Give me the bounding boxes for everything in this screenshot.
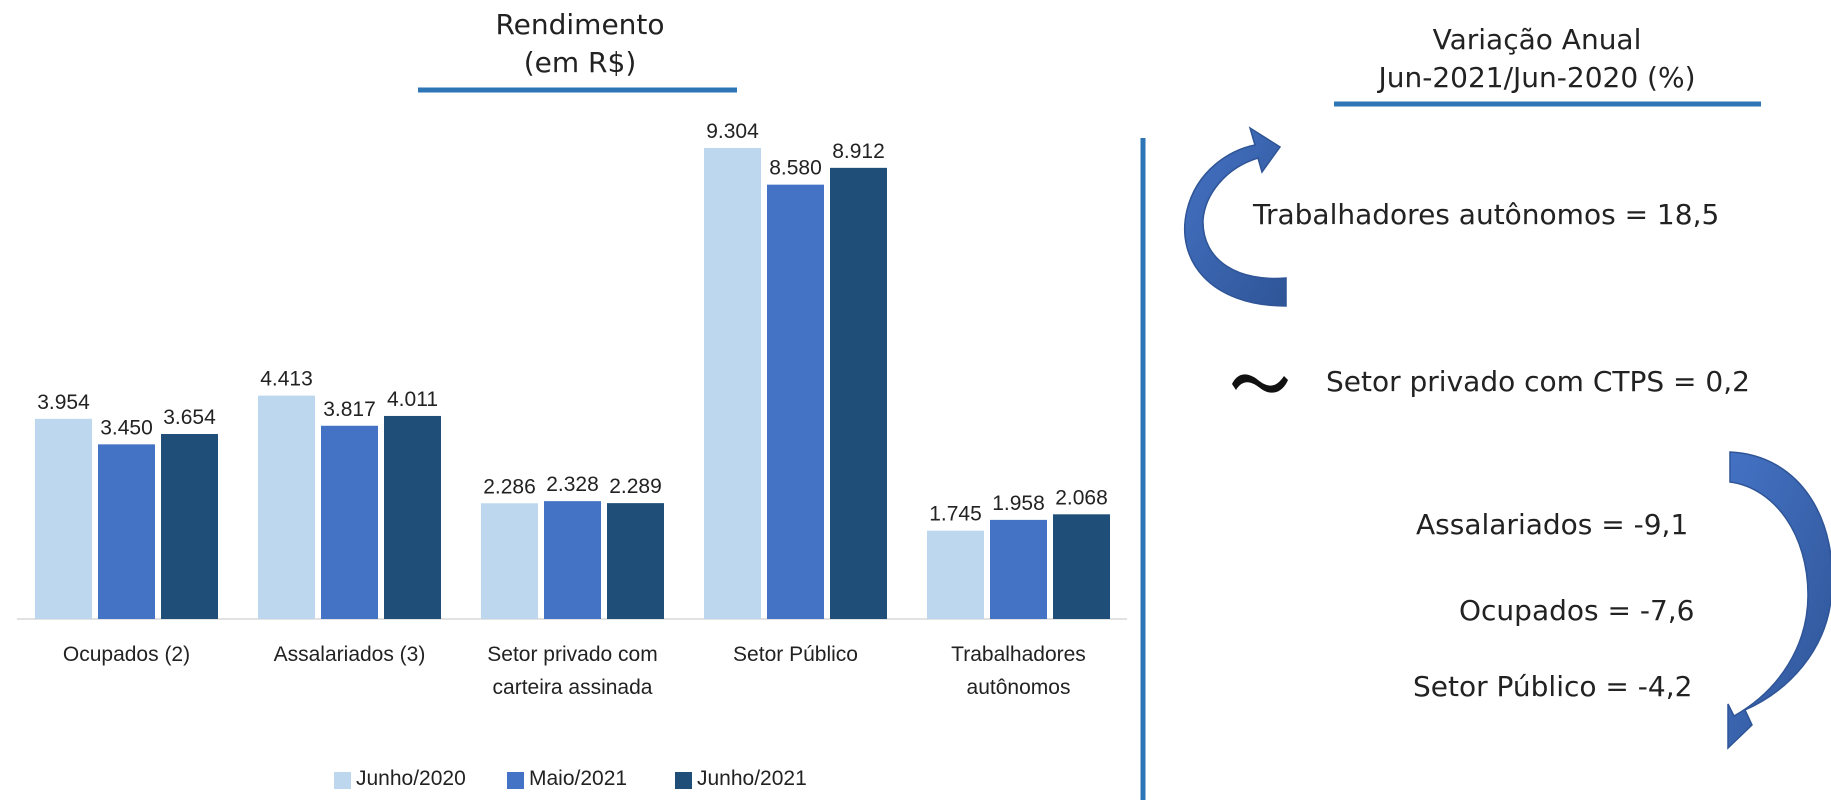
down-arrow (1727, 451, 1831, 750)
variation-item: Setor privado com CTPS = 0,2 (1326, 365, 1750, 398)
legend-swatch (334, 772, 351, 789)
bar (544, 501, 601, 619)
chart-title: Rendimento (495, 8, 665, 41)
data-label: 2.286 (483, 475, 536, 498)
bar (481, 503, 538, 619)
legend-label: Junho/2021 (697, 767, 807, 790)
data-label: 1.958 (992, 492, 1045, 515)
x-tick-label: Setor Público (733, 643, 858, 666)
panel-subtitle: Jun-2021/Jun-2020 (%) (1378, 61, 1696, 94)
data-label: 4.011 (387, 388, 438, 411)
variation-item: Assalariados = -9,1 (1416, 508, 1689, 541)
bar (98, 444, 155, 619)
legend-swatch (507, 772, 524, 789)
legend-label: Junho/2020 (356, 767, 466, 790)
variation-item: Trabalhadores autônomos = 18,5 (1253, 198, 1720, 231)
legend-swatch (675, 772, 692, 789)
data-label: 2.289 (609, 475, 662, 498)
bar (704, 148, 761, 619)
tilde (1232, 374, 1288, 393)
variation-item: Ocupados = -7,6 (1459, 594, 1695, 627)
x-tick-label: Ocupados (2) (62, 643, 191, 666)
bar (35, 418, 92, 619)
bar (258, 395, 315, 619)
panel-title: Variação Anual (1432, 23, 1642, 56)
x-tick-label: Setor privado com carteira assinada (487, 643, 658, 699)
bar (927, 530, 984, 619)
data-label: 9.304 (706, 120, 759, 143)
data-label: 8.580 (769, 157, 822, 180)
bar (990, 519, 1047, 619)
bar (607, 503, 664, 619)
data-label: 3.450 (100, 416, 153, 439)
data-label: 3.654 (163, 406, 216, 429)
data-label: 1.745 (929, 503, 982, 526)
bar (321, 425, 378, 619)
data-label: 2.328 (546, 473, 599, 496)
x-tick-label: Assalariados (3) (273, 643, 426, 666)
legend-label: Maio/2021 (529, 767, 628, 790)
bar (161, 434, 218, 619)
data-label: 3.954 (37, 391, 90, 414)
bar (1053, 514, 1110, 619)
bar (830, 167, 887, 620)
bar (767, 184, 824, 619)
variation-item: Setor Público = -4,2 (1413, 670, 1693, 703)
data-label: 2.068 (1055, 486, 1108, 509)
data-label: 3.817 (323, 398, 376, 421)
chart-subtitle: (em R$) (523, 46, 637, 79)
data-label: 4.413 (260, 368, 313, 391)
bar (384, 415, 441, 619)
x-tick-label: Trabalhadores autônomos (951, 643, 1086, 699)
up-arrow (1183, 126, 1287, 307)
data-label: 8.912 (832, 140, 885, 163)
